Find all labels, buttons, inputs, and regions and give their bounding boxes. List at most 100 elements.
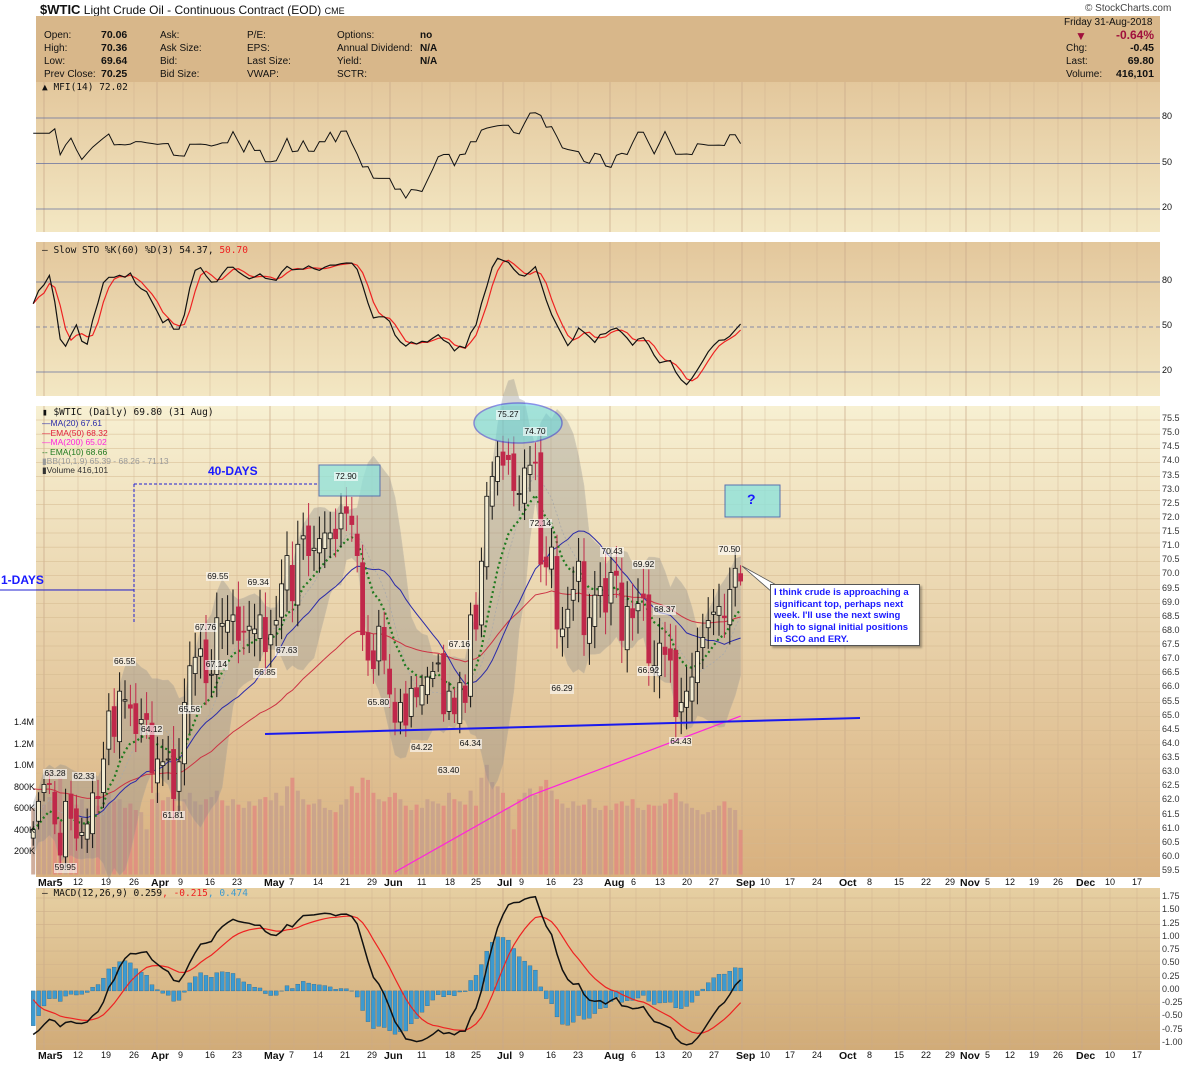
candle-body (570, 589, 576, 601)
candle-body (424, 676, 430, 696)
quote-value: N/A (420, 56, 438, 67)
x-tick: 6 (631, 877, 637, 887)
candle-body (144, 713, 150, 720)
volume-bar (706, 812, 711, 875)
macd-histogram-bar (538, 986, 543, 992)
quote-label: SCTR: (337, 69, 367, 80)
candle-body (397, 702, 403, 723)
macd-histogram-bar (468, 980, 473, 992)
volume-bar (96, 805, 100, 875)
volume-bar (452, 799, 457, 875)
candle-body (505, 454, 511, 460)
price-tick: 74.0 (1162, 455, 1180, 466)
candle-body (279, 583, 285, 618)
x-tick: 14 (313, 877, 324, 887)
macd-histogram-bar (322, 985, 327, 992)
candle-body (365, 632, 371, 661)
volume-bar (511, 829, 516, 875)
candle-body (624, 606, 630, 651)
one-days-label: 1-DAYS (1, 573, 44, 587)
macd-histogram-bar (155, 989, 160, 992)
volume-bar (214, 790, 219, 875)
x-tick-month: Apr (151, 877, 170, 889)
macd-histogram-bar (166, 990, 171, 996)
callout-note: I think crude is approaching a significa… (770, 584, 920, 646)
macd-histogram-bar (608, 990, 614, 1002)
candle-body (316, 538, 322, 554)
x-tick: 25 (471, 1050, 482, 1060)
macd-tick: -0.75 (1162, 1023, 1183, 1034)
x-tick: 13 (655, 877, 666, 887)
macd-histogram-bar (268, 990, 273, 996)
volume-bar (603, 805, 608, 875)
macd-histogram-bar (290, 988, 295, 992)
macd-histogram-bar (236, 978, 241, 992)
x-tick: 27 (709, 877, 720, 887)
candle-body (160, 761, 166, 766)
volume-bar (123, 807, 127, 875)
x-tick: 12 (73, 1050, 84, 1060)
macd-histogram-bar (635, 990, 641, 999)
price-tick: 69.0 (1162, 596, 1180, 607)
volume-bar (533, 794, 538, 875)
candle-body (446, 690, 452, 712)
sto-panel (36, 242, 1160, 396)
mfi-tick: 50 (1162, 156, 1173, 167)
candle-body (257, 614, 263, 639)
quote-value: 70.25 (101, 68, 128, 80)
volume-bar (587, 799, 592, 875)
sto-k-line (32, 257, 742, 386)
volume-bar (236, 804, 241, 875)
price-label: 63.40 (437, 764, 461, 776)
volume-bar (630, 799, 635, 875)
candle-body (414, 687, 420, 698)
macd-histogram-bar (117, 961, 122, 992)
candle-body (457, 682, 463, 724)
price-tick: 61.5 (1162, 808, 1180, 819)
x-tick: 19 (1029, 877, 1040, 887)
quote-date: Friday 31-Aug-2018 (1064, 17, 1153, 28)
candle-body (738, 573, 743, 582)
candle-body (57, 832, 63, 856)
candle-body (111, 706, 117, 737)
x-tick: 12 (1005, 1050, 1016, 1060)
mfi-tick: 20 (1162, 202, 1173, 213)
volume-bar (182, 799, 187, 875)
quote-label: Options: (337, 30, 375, 41)
volume-bar (652, 805, 657, 875)
macd-histogram-bar (630, 990, 635, 1001)
macd-histogram-bar (419, 990, 425, 1013)
macd-histogram-bar (31, 990, 36, 1026)
macd-histogram-bar (284, 985, 290, 992)
candle-body (30, 829, 36, 839)
macd-histogram-bar (365, 990, 371, 1022)
candle-body (716, 606, 722, 616)
x-tick: 7 (289, 877, 295, 887)
x-tick: 16 (205, 877, 216, 887)
candle-body (489, 476, 495, 507)
x-tick: 12 (73, 877, 84, 887)
copyright: © StockCharts.com (1085, 3, 1172, 14)
x-tick-month: Dec (1076, 1050, 1096, 1062)
candle-body (284, 555, 290, 591)
candle-body (181, 702, 187, 765)
candle-body (327, 532, 333, 540)
price-tick: 72.0 (1162, 511, 1180, 522)
candle-body (576, 560, 581, 582)
candle-body (619, 582, 625, 641)
macd-histogram-bar (662, 990, 668, 1003)
quote-label: Ask Size: (160, 43, 202, 54)
candle-body (349, 515, 355, 525)
price-label: 62.33 (72, 771, 96, 782)
candle-body (311, 547, 317, 551)
x-tick: 9 (519, 877, 525, 887)
volume-tick: 600K (14, 803, 36, 813)
volume-bar (690, 807, 694, 875)
macd-histogram-bar (74, 990, 79, 996)
price-label: 67.76 (194, 621, 218, 632)
candle-body (252, 628, 258, 635)
support-trendline (264, 717, 861, 735)
macd-histogram-bar (684, 990, 689, 1007)
macd-histogram-bar (716, 974, 722, 992)
volume-bar (171, 788, 176, 875)
